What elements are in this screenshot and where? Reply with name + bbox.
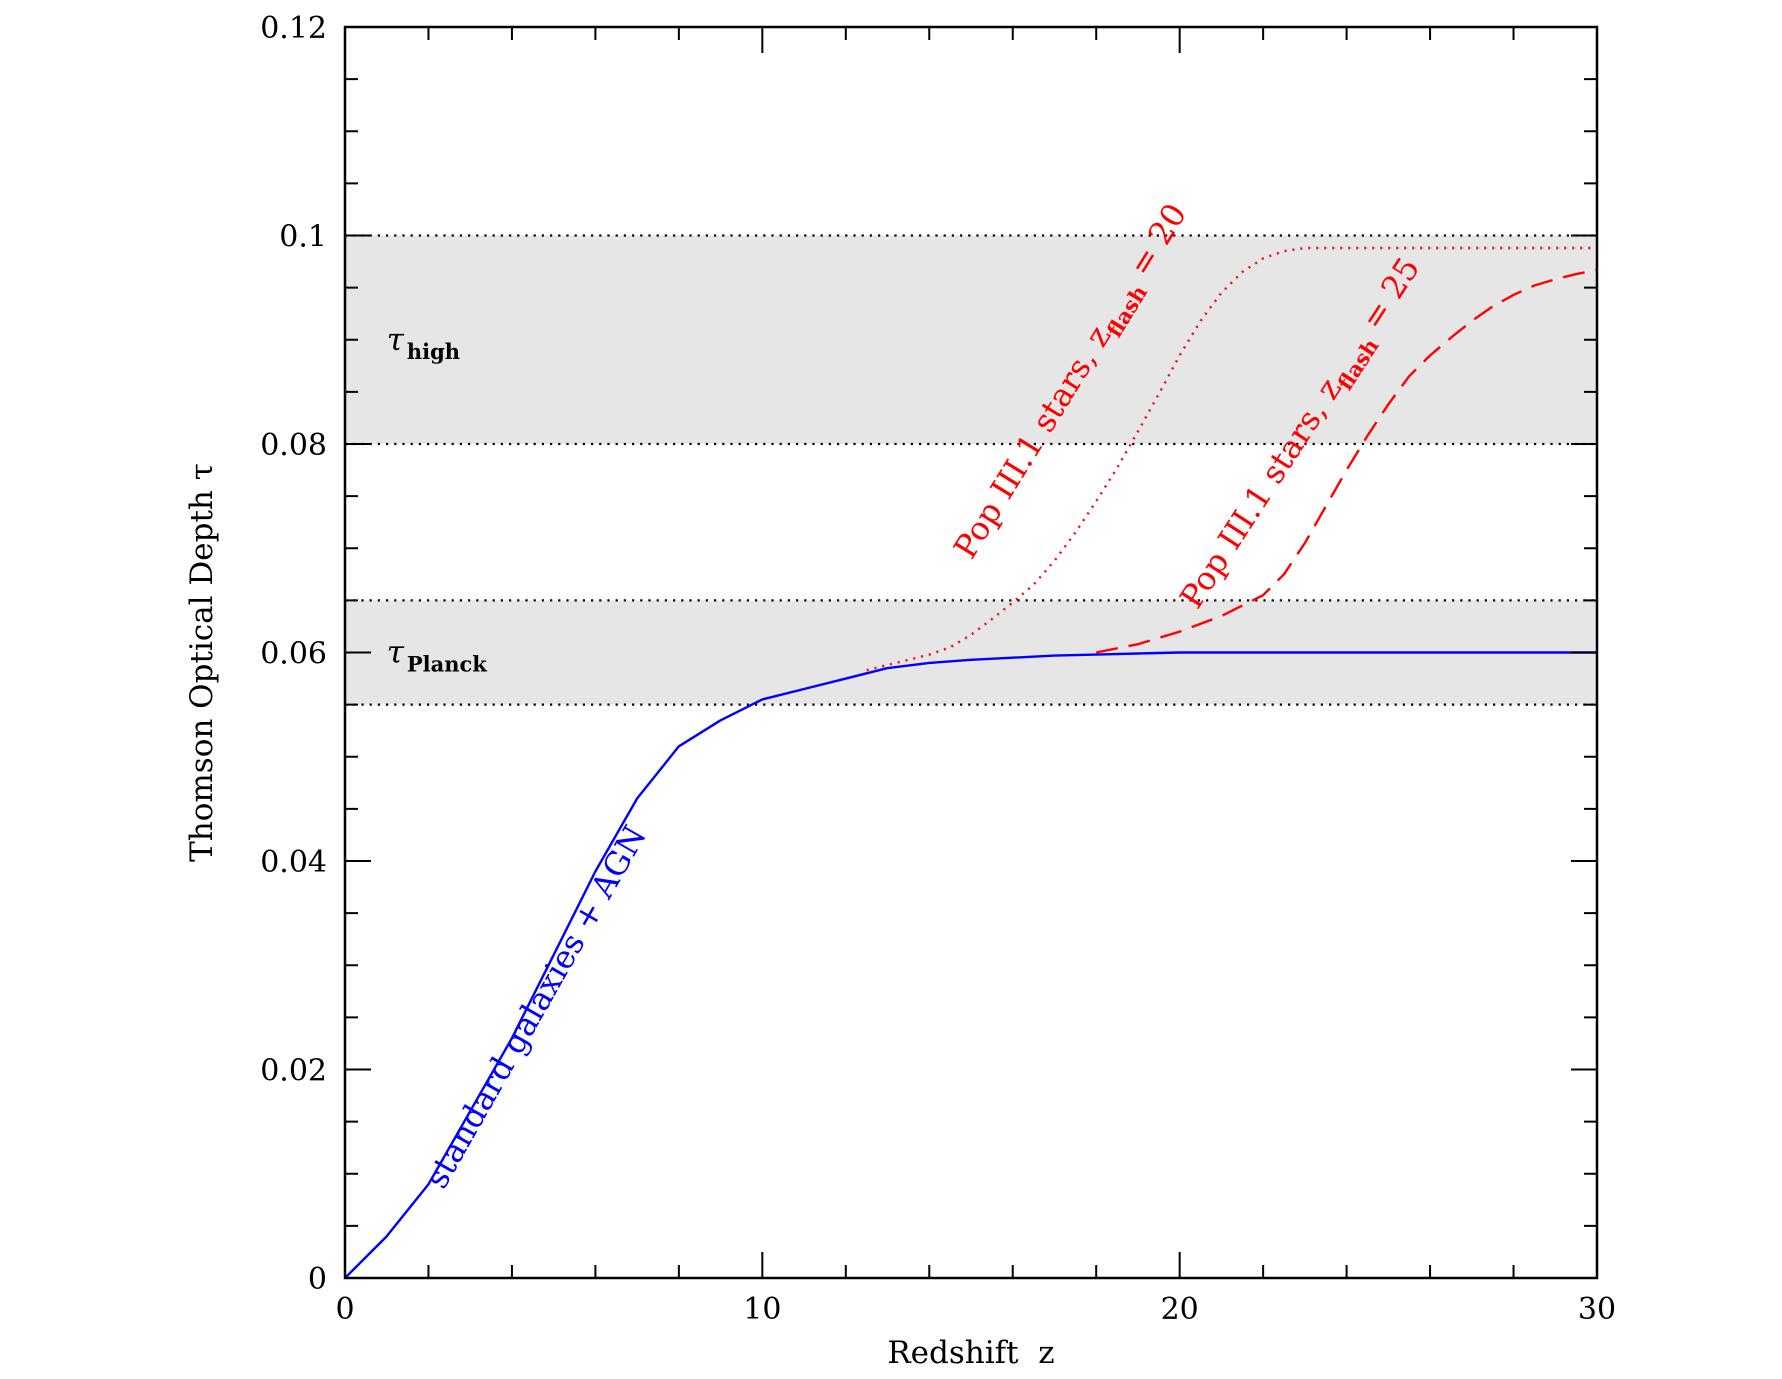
y-tick-label: 0.1 (279, 220, 327, 255)
band-high (345, 235, 1597, 444)
y-tick-label: 0.04 (260, 845, 327, 880)
y-tick-label: 0 (308, 1262, 327, 1297)
band-label-planck: τ Planck (387, 635, 488, 677)
band-labels-group: τ Planck τ high (387, 322, 488, 677)
x-axis-label: Redshift z (887, 1335, 1054, 1371)
y-tick-label: 0.02 (260, 1054, 327, 1089)
y-tick-label: 0.06 (260, 637, 327, 672)
ticks-group (344, 26, 1598, 1279)
x-tick-label: 30 (1578, 1292, 1616, 1327)
series-group (344, 246, 1598, 1279)
band-label-high: τ high (387, 322, 460, 364)
bands-group (345, 234, 1597, 706)
series-line-dashed (1095, 268, 1598, 654)
x-tick-label: 0 (335, 1292, 354, 1327)
y-tick-label: 0.12 (260, 11, 327, 46)
series-line-dotted (866, 246, 1597, 672)
y-tick-label: 0.08 (260, 428, 327, 463)
x-tick-label: 10 (743, 1292, 781, 1327)
series-label: standard galaxies + AGN (417, 819, 654, 1195)
x-tick-label: 20 (1161, 1292, 1199, 1327)
y-axis-label: Thomson Optical Depth τ (184, 463, 220, 862)
series-line-solid (344, 651, 1597, 1279)
tick-labels-group: 0 10 20 30 0 0.02 0.04 0.06 0.08 0.1 0.12 (260, 11, 1616, 1327)
